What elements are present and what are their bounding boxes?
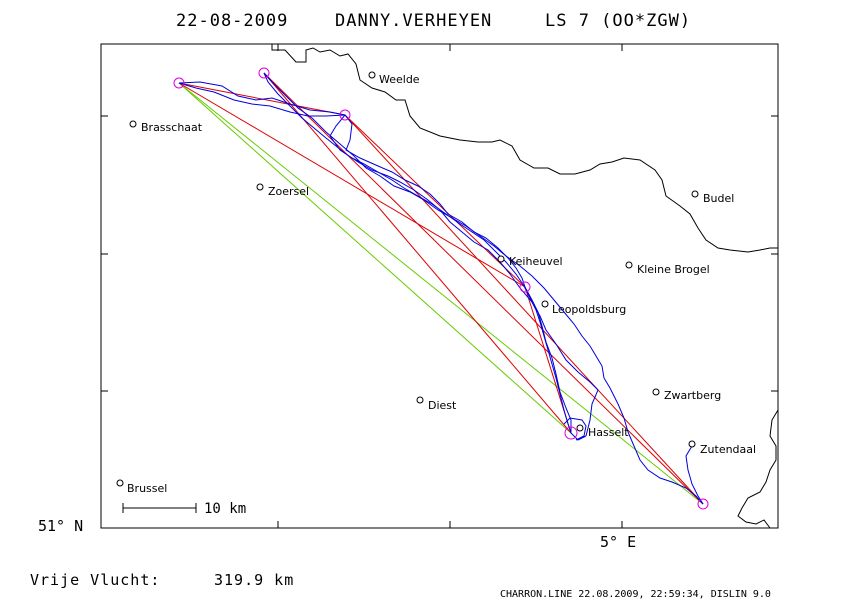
- city-label-zoersel: Zoersel: [268, 185, 309, 198]
- city-label-zwartberg: Zwartberg: [664, 389, 721, 402]
- distance-label: Vrije Vlucht:: [30, 571, 160, 589]
- turnpoint-keiheuvel: [519, 281, 531, 293]
- pilot-name: DANNY.VERHEYEN: [335, 11, 492, 31]
- city-marker-budel: [691, 190, 699, 198]
- distance-value: 319.9 km: [214, 571, 294, 589]
- country-border: [271, 44, 779, 529]
- latitude-label: 51° N: [38, 517, 83, 535]
- city-label-keiheuvel: Keiheuvel: [509, 255, 563, 268]
- city-label-hasselt: Hasselt: [588, 426, 629, 439]
- map-frame: [100, 43, 779, 529]
- city-marker-diest: [416, 396, 424, 404]
- axis-ticks: [101, 44, 778, 528]
- city-marker-zutendaal: [688, 440, 696, 448]
- city-label-budel: Budel: [703, 192, 734, 205]
- turnpoint-hasselt: [564, 426, 578, 440]
- longitude-label: 5° E: [600, 533, 636, 551]
- city-marker-brasschaat: [129, 120, 137, 128]
- city-marker-leopoldsburg: [541, 300, 549, 308]
- city-marker-keiheuvel: [497, 255, 505, 263]
- city-marker-kleine-brogel: [625, 261, 633, 269]
- flight-date: 22-08-2009: [176, 11, 288, 31]
- turnpoint-north: [258, 67, 270, 79]
- task-legs: [178, 72, 704, 505]
- scale-bar: [122, 503, 197, 513]
- city-label-diest: Diest: [428, 399, 457, 412]
- city-marker-zoersel: [256, 183, 264, 191]
- city-marker-hasselt: [576, 424, 584, 432]
- turnpoint-weelde-south: [339, 109, 351, 121]
- turnpoint-zutendaal: [697, 498, 709, 510]
- city-marker-brussel: [116, 479, 124, 487]
- city-markers: [116, 71, 699, 487]
- city-label-weelde: Weelde: [379, 73, 420, 86]
- credit-line: CHARRON.LINE 22.08.2009, 22:59:34, DISLI…: [500, 589, 771, 600]
- scale-label: 10 km: [204, 501, 246, 517]
- city-label-kleine-brogel: Kleine Brogel: [637, 263, 710, 276]
- gps-track: [178, 72, 704, 505]
- city-marker-weelde: [368, 71, 376, 79]
- city-label-leopoldsburg: Leopoldsburg: [552, 303, 626, 316]
- city-label-brasschaat: Brasschaat: [141, 121, 203, 134]
- city-label-zutendaal: Zutendaal: [700, 443, 756, 456]
- turnpoint-start: [173, 77, 185, 89]
- glider-type: LS 7 (OO*ZGW): [545, 11, 691, 31]
- turnpoints: [173, 67, 709, 510]
- city-label-brussel: Brussel: [127, 482, 167, 495]
- city-marker-zwartberg: [652, 388, 660, 396]
- declared-task-lines: [178, 82, 704, 505]
